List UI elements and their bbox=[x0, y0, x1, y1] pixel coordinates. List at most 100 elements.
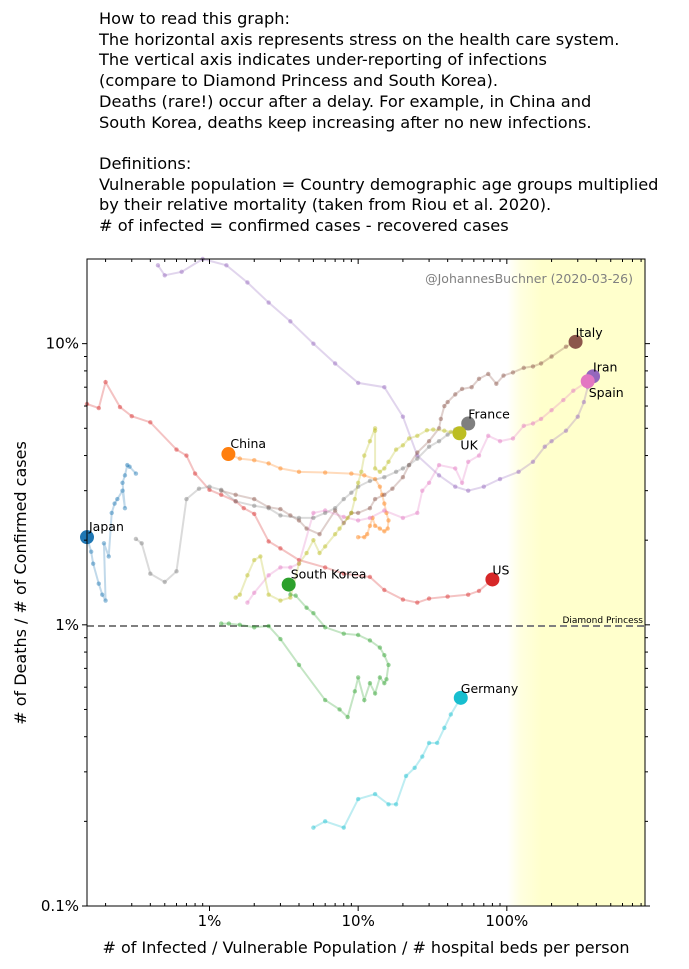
series-point bbox=[386, 518, 391, 523]
series-point bbox=[563, 344, 569, 349]
series-point bbox=[117, 404, 123, 410]
series-point bbox=[415, 600, 420, 605]
y-tick-label: 1% bbox=[55, 616, 79, 634]
series-point bbox=[296, 561, 302, 566]
series-point bbox=[296, 518, 302, 523]
series-point bbox=[122, 473, 128, 478]
series-point bbox=[575, 414, 580, 419]
series-point bbox=[355, 534, 361, 540]
series-point bbox=[355, 796, 361, 802]
series-point bbox=[304, 526, 309, 531]
series-point bbox=[311, 537, 316, 543]
series-trail bbox=[228, 453, 390, 539]
series-point bbox=[372, 426, 378, 431]
series-label: UK bbox=[460, 437, 478, 452]
series-point bbox=[355, 675, 361, 680]
series-point bbox=[266, 573, 271, 578]
series-point bbox=[400, 597, 406, 602]
current-point bbox=[568, 334, 583, 349]
y-axis-label: # of Deaths / # of Confirmed cases bbox=[11, 441, 30, 725]
series-point bbox=[415, 450, 420, 455]
series-point bbox=[420, 754, 425, 759]
series-point bbox=[311, 510, 316, 516]
series-point bbox=[393, 802, 399, 807]
series-point bbox=[179, 269, 184, 275]
series-point bbox=[322, 819, 328, 824]
series-point bbox=[453, 466, 458, 471]
series-point bbox=[337, 526, 342, 531]
series-point bbox=[415, 453, 420, 458]
series-point bbox=[426, 596, 432, 601]
series-point bbox=[415, 456, 420, 461]
series-point bbox=[288, 565, 293, 570]
series-point bbox=[436, 438, 442, 444]
series-point bbox=[494, 381, 499, 386]
description-line: Deaths (rare!) occur after a delay. For … bbox=[99, 91, 592, 111]
series-iran bbox=[155, 256, 596, 493]
series-point bbox=[367, 574, 373, 580]
series-point bbox=[192, 471, 198, 476]
series-point bbox=[322, 625, 328, 630]
series-point bbox=[133, 536, 139, 542]
series-point bbox=[288, 592, 293, 597]
series-point bbox=[337, 707, 342, 712]
series-point bbox=[359, 469, 364, 475]
series-point bbox=[219, 487, 224, 493]
current-point bbox=[485, 572, 500, 587]
series-point bbox=[120, 488, 125, 493]
series-uk bbox=[233, 426, 462, 603]
series-point bbox=[367, 505, 373, 511]
series-point bbox=[207, 484, 212, 489]
series-point bbox=[341, 496, 346, 502]
series-trail bbox=[86, 379, 494, 604]
series-point bbox=[372, 428, 378, 433]
series-point bbox=[476, 376, 482, 381]
x-tick-label: 100% bbox=[485, 912, 528, 930]
series-point bbox=[101, 541, 107, 546]
series-point bbox=[103, 598, 108, 603]
series-point bbox=[296, 469, 302, 475]
series-point bbox=[245, 600, 250, 605]
series-point bbox=[516, 469, 521, 475]
series-point bbox=[341, 825, 346, 830]
series-point bbox=[390, 486, 395, 491]
series-point bbox=[382, 529, 387, 534]
series-point bbox=[311, 515, 316, 521]
series-point bbox=[332, 508, 338, 513]
series-trail bbox=[246, 380, 589, 604]
series-point bbox=[355, 380, 361, 386]
series-point bbox=[155, 263, 161, 268]
series-point bbox=[266, 300, 271, 305]
series-point bbox=[377, 675, 383, 680]
series-point bbox=[103, 379, 108, 385]
reference-line-layer: Diamond Princess bbox=[87, 616, 645, 628]
series-point bbox=[278, 565, 283, 570]
description-line: The horizontal axis represents stress on… bbox=[99, 29, 620, 49]
series-point bbox=[341, 520, 346, 526]
series-point bbox=[266, 505, 271, 510]
series-point bbox=[497, 476, 503, 482]
series-point bbox=[412, 765, 417, 771]
series-trail bbox=[135, 422, 469, 584]
series-trail bbox=[235, 427, 460, 602]
series-trail bbox=[221, 584, 390, 719]
series-point bbox=[549, 407, 554, 413]
series-point bbox=[332, 505, 338, 511]
series-label: Japan bbox=[88, 519, 124, 534]
series-point bbox=[382, 508, 387, 513]
description-line: The vertical axis indicates under-report… bbox=[99, 50, 547, 70]
description-line: (compare to Diamond Princess and South K… bbox=[99, 71, 499, 91]
series-point bbox=[424, 428, 430, 433]
series-point bbox=[349, 490, 354, 495]
series-point bbox=[364, 532, 370, 537]
series-point bbox=[100, 592, 105, 597]
series-trail bbox=[220, 340, 577, 536]
series-point bbox=[296, 662, 302, 668]
series-point bbox=[563, 428, 569, 433]
series-japan bbox=[84, 462, 139, 603]
series-point bbox=[530, 421, 536, 426]
series-point bbox=[266, 539, 271, 544]
series-point bbox=[367, 478, 373, 484]
series-label: US bbox=[492, 562, 509, 577]
